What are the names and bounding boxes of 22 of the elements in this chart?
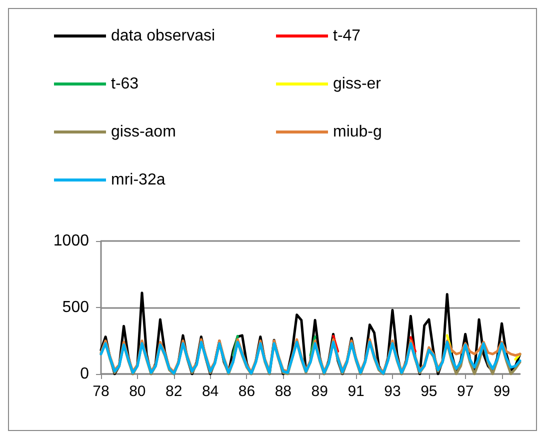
legend-label: data observasi xyxy=(111,28,216,44)
x-tick-label: 82 xyxy=(166,383,182,400)
legend-label: mri-32a xyxy=(111,172,166,188)
y-tick-label: 500 xyxy=(62,299,90,316)
x-tick-label: 80 xyxy=(129,383,146,400)
x-tick-label: 86 xyxy=(238,383,256,400)
legend-label: t-47 xyxy=(333,28,361,44)
x-tick-label: 89 xyxy=(311,383,328,400)
legend-label: giss-aom xyxy=(111,124,176,140)
x-tick-label: 97 xyxy=(457,383,474,400)
x-tick-label: 93 xyxy=(384,383,401,400)
legend-label: giss-er xyxy=(333,76,382,92)
x-tick-label: 78 xyxy=(92,383,110,400)
legend-label: miub-g xyxy=(333,124,382,140)
x-tick-label: 91 xyxy=(348,383,364,400)
x-tick-label: 84 xyxy=(202,383,219,400)
legend-label: t-63 xyxy=(111,76,139,92)
x-tick-label: 88 xyxy=(274,383,292,400)
x-tick-label: 95 xyxy=(420,383,438,400)
y-tick-label: 0 xyxy=(80,366,90,382)
y-tick-label: 1000 xyxy=(53,232,90,250)
x-tick-label: 99 xyxy=(493,383,510,400)
